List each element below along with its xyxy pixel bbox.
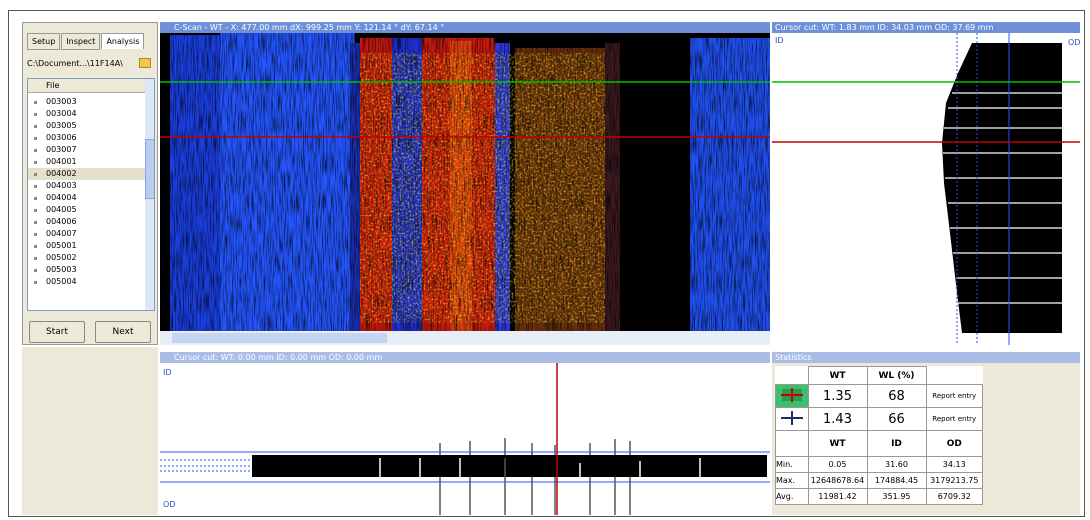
table-cell: 351.95: [867, 489, 926, 505]
table-cell: 3179213.75: [926, 473, 983, 489]
table-cell: [776, 431, 809, 457]
file-item[interactable]: 003003: [28, 96, 145, 108]
table-cell: 31.60: [867, 457, 926, 473]
table-cell: 11981.42: [808, 489, 867, 505]
table-cell: OD: [926, 431, 983, 457]
table-cell[interactable]: Report entry: [926, 408, 983, 431]
file-item[interactable]: 004004: [28, 192, 145, 204]
tab[interactable]: Inspect: [61, 33, 100, 50]
file-item[interactable]: 004001: [28, 156, 145, 168]
bottom-id-label: ID: [163, 368, 172, 377]
file-item[interactable]: 005004: [28, 276, 145, 288]
cscan-view: [160, 33, 770, 345]
table-cell[interactable]: Report entry: [926, 385, 983, 408]
table-cell: [776, 385, 809, 408]
right-id-label: ID: [775, 36, 784, 45]
right-cut-view: [772, 33, 1080, 345]
tab[interactable]: Setup: [27, 33, 60, 50]
left-filler: [22, 347, 158, 515]
folder-icon[interactable]: [139, 58, 151, 68]
cscan-title: C-Scan - WT - X: 477.00 mm dX: 999.25 mm…: [160, 22, 770, 33]
table-cell: 68: [867, 385, 926, 408]
file-item[interactable]: 004002: [28, 168, 145, 180]
file-list-header: File: [28, 79, 145, 93]
table-cell: [776, 408, 809, 431]
bottom-cut-view: [160, 363, 770, 515]
file-item[interactable]: 003006: [28, 132, 145, 144]
file-item[interactable]: 003004: [28, 108, 145, 120]
table-cell: [926, 367, 983, 385]
file-item[interactable]: 005002: [28, 252, 145, 264]
bottom-cut-title: Cursor cut: WT: 0.00 mm ID: 0.00 mm OD: …: [160, 352, 770, 363]
file-item[interactable]: 005001: [28, 240, 145, 252]
table-cell: 1.35: [808, 385, 867, 408]
table-cell: Max.: [776, 473, 809, 489]
table-cell: ID: [867, 431, 926, 457]
table-cell: [776, 367, 809, 385]
table-cell: WT: [808, 367, 867, 385]
scroll-thumb[interactable]: [145, 139, 155, 199]
table-cell: 0.05: [808, 457, 867, 473]
table-cell: Min.: [776, 457, 809, 473]
table-cell: 66: [867, 408, 926, 431]
table-cell: WT: [808, 431, 867, 457]
statistics-title: Statistics: [772, 352, 1080, 363]
file-item[interactable]: 004005: [28, 204, 145, 216]
file-item[interactable]: 005003: [28, 264, 145, 276]
file-item[interactable]: 003005: [28, 120, 145, 132]
file-item[interactable]: 004007: [28, 228, 145, 240]
table-cell: 174884.45: [867, 473, 926, 489]
file-item[interactable]: 004006: [28, 216, 145, 228]
path-label: C:\Document...\11F14A\: [27, 59, 137, 71]
next-button[interactable]: Next: [95, 321, 151, 343]
start-button[interactable]: Start: [29, 321, 85, 343]
table-cell: Avg.: [776, 489, 809, 505]
table-cell: WL (%): [867, 367, 926, 385]
file-item[interactable]: 003007: [28, 144, 145, 156]
right-cut-title: Cursor cut: WT: 1.83 mm ID: 34.03 mm OD:…: [772, 22, 1080, 33]
table-cell: 6709.32: [926, 489, 983, 505]
table-cell: 34.13: [926, 457, 983, 473]
table-cell: 1.43: [808, 408, 867, 431]
tab[interactable]: Analysis: [101, 33, 144, 49]
right-od-label: OD: [1068, 38, 1080, 47]
table-cell: 12648678.64: [808, 473, 867, 489]
bottom-od-label: OD: [163, 500, 175, 509]
app-window: SetupInspectAnalysis C:\Document...\11F1…: [0, 0, 1090, 520]
file-item[interactable]: 004003: [28, 180, 145, 192]
